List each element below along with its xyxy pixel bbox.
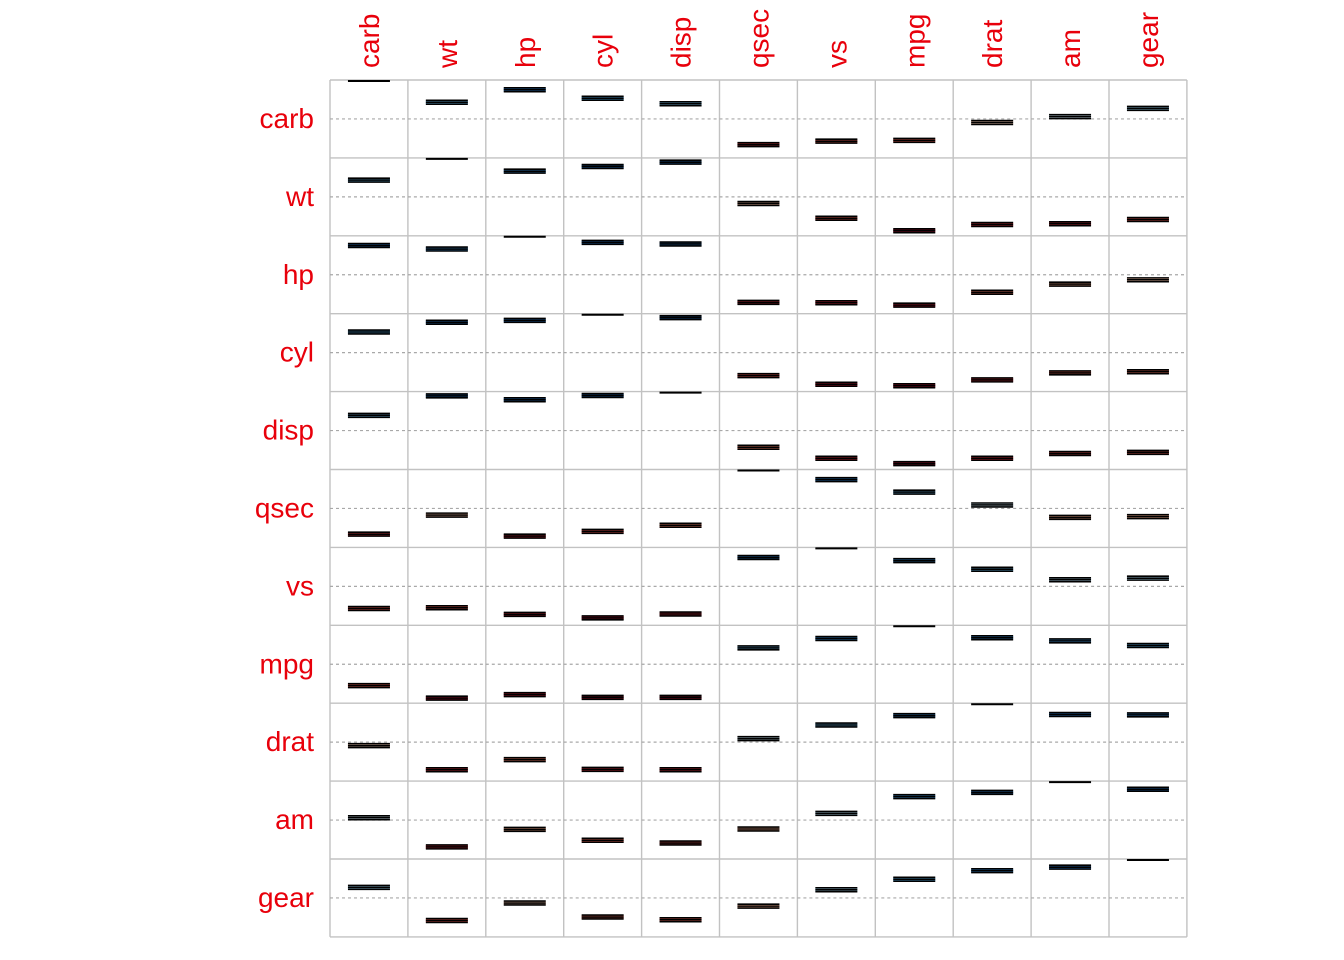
row-label: mpg	[260, 648, 314, 679]
column-label: drat	[977, 20, 1008, 68]
row-label: hp	[283, 259, 314, 290]
column-label: am	[1055, 29, 1086, 68]
column-label: gear	[1133, 12, 1164, 68]
row-label: cyl	[280, 337, 314, 368]
row-label: disp	[263, 415, 314, 446]
column-label: mpg	[899, 14, 930, 68]
column-label: vs	[821, 40, 852, 68]
column-label: wt	[432, 40, 463, 69]
column-label: disp	[666, 17, 697, 68]
row-label: wt	[285, 181, 314, 212]
column-label: qsec	[743, 9, 774, 68]
row-label: drat	[266, 726, 314, 757]
column-label: cyl	[588, 34, 619, 68]
row-label: vs	[286, 570, 314, 601]
row-label: am	[275, 804, 314, 835]
column-label: hp	[510, 37, 541, 68]
row-label: qsec	[255, 492, 314, 523]
column-label: carb	[354, 14, 385, 68]
row-label: carb	[260, 103, 314, 134]
row-label: gear	[258, 882, 314, 913]
